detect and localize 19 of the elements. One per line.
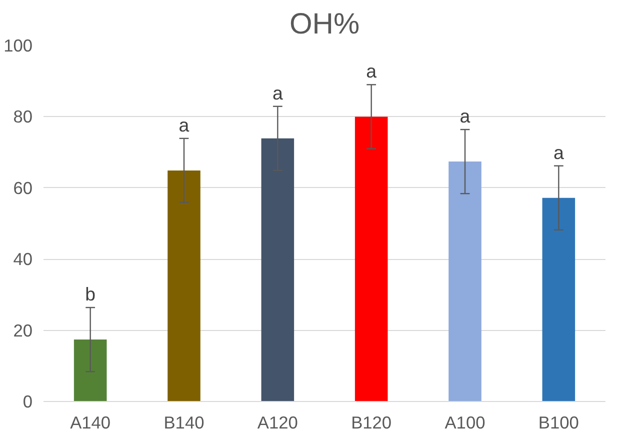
y-tick-label: 80 — [13, 106, 33, 127]
annotation: a — [460, 106, 471, 127]
y-tick-label: 40 — [13, 249, 33, 270]
annotation: a — [553, 142, 564, 163]
y-tick-label: 60 — [13, 178, 33, 198]
chart-title: OH% — [289, 8, 360, 40]
annotation: a — [366, 60, 378, 82]
x-tick-label: A140 — [70, 412, 111, 432]
x-tick-label: B100 — [538, 412, 579, 432]
x-tick-label: A100 — [444, 412, 486, 432]
x-tick-label: B140 — [164, 412, 204, 432]
y-tick-label: 20 — [13, 320, 33, 340]
annotation: b — [85, 284, 96, 305]
y-tick-label: 0 — [22, 392, 33, 412]
y-tick-label: 100 — [4, 36, 33, 56]
x-tick-label: A120 — [257, 412, 298, 432]
x-tick-label: B120 — [351, 412, 392, 432]
annotation: a — [272, 82, 284, 104]
annotation: a — [178, 114, 190, 136]
